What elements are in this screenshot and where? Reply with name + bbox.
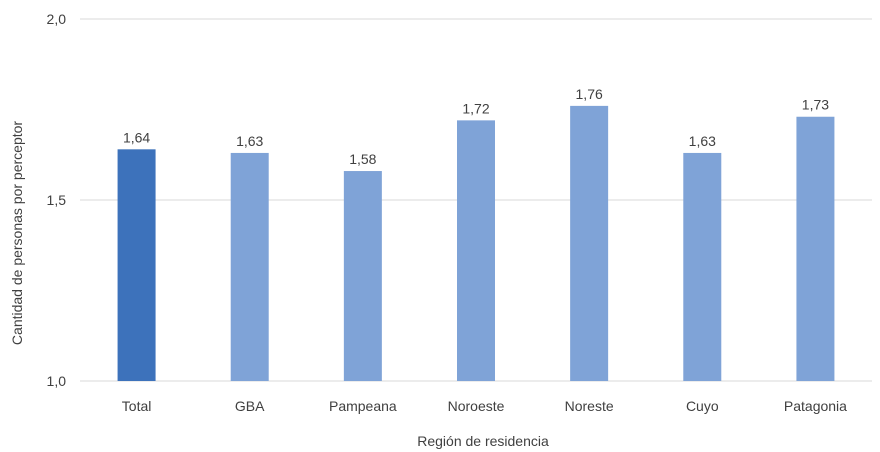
y-tick-label: 1,0	[47, 373, 67, 389]
x-axis-title: Región de residencia	[417, 433, 549, 449]
y-tick-label: 1,5	[47, 192, 67, 208]
bar-cuyo	[683, 152, 722, 381]
category-label-noroeste: Noroeste	[448, 398, 505, 414]
bar-patagonia	[796, 116, 835, 382]
data-label-pampeana: 1,58	[349, 151, 376, 167]
bar-gba	[230, 152, 269, 381]
data-label-noroeste: 1,72	[462, 100, 489, 116]
bar-total	[117, 149, 156, 381]
data-label-total: 1,64	[123, 129, 150, 145]
x-axis-category-labels: Total GBA Pampeana Noroeste Noreste Cuyo Patag…	[122, 398, 847, 414]
category-label-gba: GBA	[235, 398, 265, 414]
y-axis-tick-labels: 1,0 1,5 2,0	[47, 11, 67, 389]
category-label-patagonia: Patagonia	[784, 398, 847, 414]
bar-noreste	[570, 105, 609, 381]
data-label-gba: 1,63	[236, 133, 263, 149]
data-labels: 1,64 1,63 1,58 1,72 1,76 1,63 1,73	[123, 86, 829, 167]
data-label-cuyo: 1,63	[689, 133, 716, 149]
y-axis-title: Cantidad de personas por perceptor	[9, 121, 25, 345]
bar-noroeste	[457, 120, 495, 382]
bar-pampeana	[343, 171, 382, 381]
y-tick-label: 2,0	[47, 11, 67, 27]
data-label-patagonia: 1,73	[802, 97, 829, 113]
category-label-noreste: Noreste	[565, 398, 614, 414]
bars	[117, 105, 835, 382]
data-label-noreste: 1,76	[576, 86, 603, 102]
category-label-total: Total	[122, 398, 152, 414]
category-label-pampeana: Pampeana	[329, 398, 397, 414]
category-label-cuyo: Cuyo	[686, 398, 719, 414]
